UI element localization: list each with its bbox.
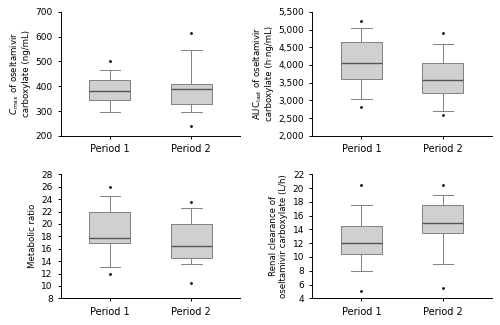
PathPatch shape [90, 212, 130, 242]
PathPatch shape [341, 226, 382, 254]
PathPatch shape [341, 42, 382, 79]
Y-axis label: $C_{\mathrm{max}}$ of oseltamivir
carboxylate (ng/mL): $C_{\mathrm{max}}$ of oseltamivir carbox… [8, 30, 31, 117]
Y-axis label: Renal clearance of
oseltamivir carboxylate (L/h): Renal clearance of oseltamivir carboxyla… [269, 175, 288, 298]
PathPatch shape [422, 63, 463, 93]
PathPatch shape [90, 80, 130, 100]
PathPatch shape [422, 205, 463, 233]
PathPatch shape [171, 224, 211, 258]
Y-axis label: $\mathrm{AUC_{last}}$ of oseltamivir
carboxylate (h·ng/mL): $\mathrm{AUC_{last}}$ of oseltamivir car… [252, 26, 274, 122]
PathPatch shape [171, 84, 211, 104]
Y-axis label: Metabolic ratio: Metabolic ratio [28, 204, 37, 268]
